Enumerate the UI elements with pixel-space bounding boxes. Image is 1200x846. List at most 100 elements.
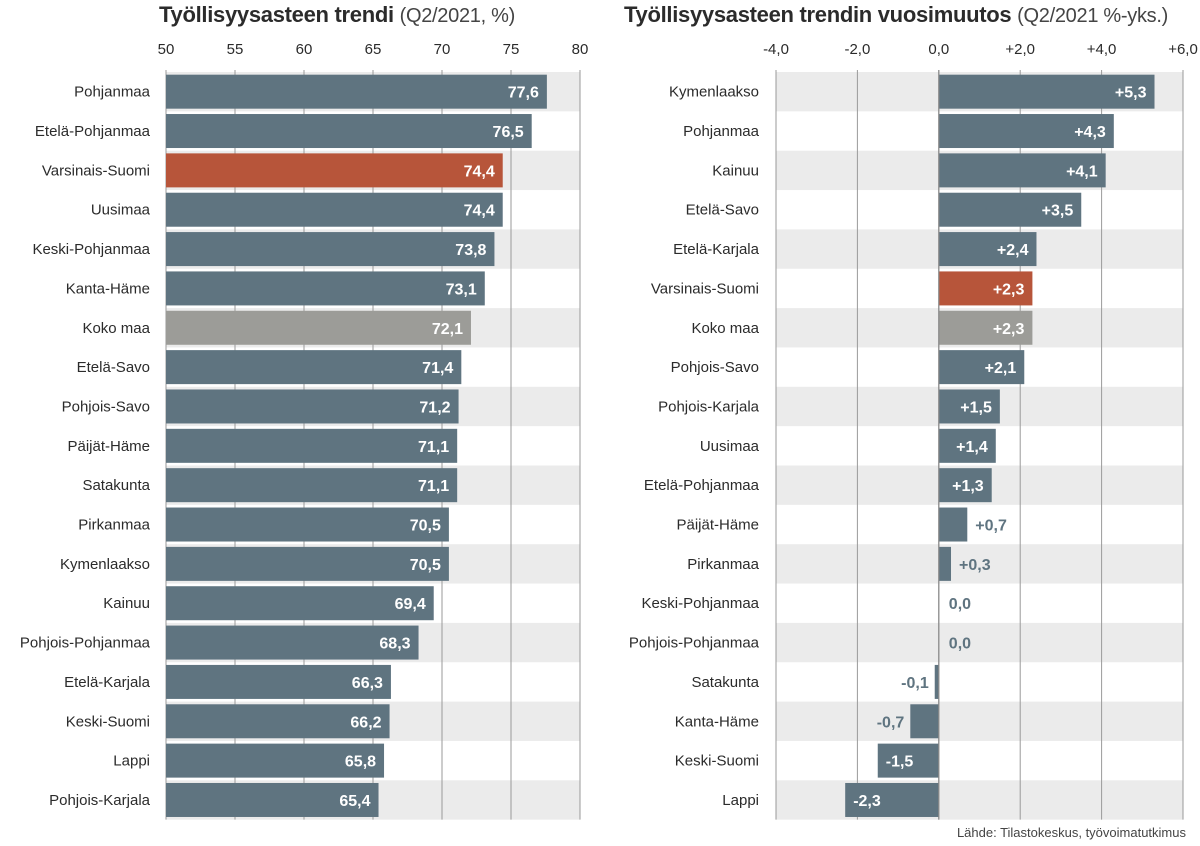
bar-kanta-h-me — [166, 271, 485, 306]
x-tick-label: +2,0 — [1005, 41, 1035, 58]
bar-keski-pohjanmaa — [166, 232, 495, 267]
bar-kymenlaakso — [938, 74, 1155, 109]
x-tick-label: 65 — [365, 41, 382, 58]
category-label: Koko maa — [691, 320, 759, 337]
bar-kanta-h-me — [910, 704, 939, 739]
value-label: +0,7 — [975, 518, 1007, 535]
bar-satakunta — [166, 468, 458, 503]
bar-pohjanmaa — [166, 74, 547, 109]
x-tick-label: 55 — [227, 41, 244, 58]
bar-uusimaa — [938, 428, 996, 463]
value-label: +2,1 — [985, 360, 1017, 377]
category-label: Etelä-Pohjanmaa — [644, 477, 760, 494]
chart-2-subtitle: (Q2/2021 %-yks.) — [1017, 5, 1168, 27]
value-label: +4,1 — [1066, 163, 1098, 180]
category-label: Etelä-Savo — [77, 359, 150, 376]
bar-pohjanmaa — [938, 114, 1114, 149]
category-label: Keski-Pohjanmaa — [641, 595, 759, 612]
x-tick-label: -2,0 — [844, 41, 870, 58]
bar-koko-maa — [166, 310, 471, 345]
value-label: 73,1 — [446, 281, 477, 298]
value-label: 0,0 — [949, 636, 971, 653]
value-label: 65,4 — [339, 793, 370, 810]
value-label: 66,2 — [350, 714, 381, 731]
category-label: Keski-Suomi — [675, 753, 759, 770]
value-label: 66,3 — [352, 675, 383, 692]
bar-p-ij-t-h-me — [166, 428, 458, 463]
category-label: Kainuu — [712, 162, 759, 179]
bar-pohjois-karjala — [166, 782, 379, 817]
bar-satakunta — [934, 664, 939, 699]
bar-pohjois-pohjanmaa — [166, 625, 419, 660]
value-label: 76,5 — [493, 124, 524, 141]
bar-pohjois-karjala — [938, 389, 1000, 424]
category-label: Pirkanmaa — [687, 556, 759, 573]
x-tick-label: 50 — [158, 41, 175, 58]
category-label: Varsinais-Suomi — [651, 280, 759, 297]
value-label: +5,3 — [1115, 85, 1147, 102]
category-label: Kanta-Häme — [675, 713, 759, 730]
category-label: Satakunta — [82, 477, 150, 494]
bar-varsinais-suomi — [166, 153, 503, 188]
bar-koko-maa — [938, 310, 1033, 345]
category-label: Pirkanmaa — [78, 517, 150, 534]
value-label: 68,3 — [379, 636, 410, 653]
category-label: Pohjois-Pohjanmaa — [629, 635, 760, 652]
category-label: Koko maa — [82, 320, 150, 337]
value-label: +3,5 — [1042, 203, 1074, 220]
value-label: +1,5 — [960, 399, 992, 416]
value-label: 71,1 — [418, 478, 449, 495]
bar-etel-savo — [166, 350, 462, 385]
bar-pohjois-savo — [938, 350, 1025, 385]
category-label: Päijät-Häme — [67, 438, 150, 455]
bar-etel-pohjanmaa — [166, 114, 532, 149]
category-label: Pohjois-Savo — [671, 359, 759, 376]
value-label: 71,4 — [422, 360, 453, 377]
bar-pirkanmaa — [938, 546, 952, 581]
category-label: Uusimaa — [700, 438, 760, 455]
chart-1-title: Työllisyysasteen trendi (Q2/2021, %) — [159, 2, 515, 28]
bar-keski-suomi — [877, 743, 939, 778]
chart-2-title-main: Työllisyysasteen trendin vuosimuutos — [624, 2, 1012, 27]
row-band — [776, 780, 1183, 820]
value-label: 72,1 — [432, 321, 463, 338]
chart-1-subtitle: (Q2/2021, %) — [399, 5, 516, 27]
category-label: Pohjois-Karjala — [49, 792, 151, 809]
bar-varsinais-suomi — [938, 271, 1033, 306]
category-label: Kainuu — [103, 595, 150, 612]
value-label: -1,5 — [886, 754, 914, 771]
chart-1-title-main: Työllisyysasteen trendi — [159, 2, 394, 27]
x-tick-label: +6,0 — [1168, 41, 1198, 58]
chart-2: -4,0 -2,0 0,0 +2,0 +4,0 +6,0 Kymenlaakso +5,3 Po… — [629, 41, 1198, 820]
x-tick-label: +4,0 — [1087, 41, 1117, 58]
category-label: Pohjanmaa — [74, 84, 151, 101]
x-tick-label: -4,0 — [763, 41, 789, 58]
category-label: Pohjois-Savo — [62, 398, 150, 415]
chart-2-title: Työllisyysasteen trendin vuosimuutos (Q2… — [624, 2, 1168, 28]
value-label: 74,4 — [464, 203, 495, 220]
bar-kymenlaakso — [166, 546, 449, 581]
category-label: Keski-Pohjanmaa — [32, 241, 150, 258]
category-label: Etelä-Savo — [686, 202, 759, 219]
value-label: 77,6 — [508, 85, 539, 102]
value-label: -0,7 — [877, 714, 905, 731]
value-label: +2,3 — [993, 321, 1025, 338]
bar-etel-karjala — [166, 664, 391, 699]
chart-1: 50 55 60 65 70 75 80 Pohjanmaa 77,6 Etelä-Pohjanm… — [20, 41, 588, 820]
row-band — [776, 701, 1183, 741]
category-label: Kymenlaakso — [60, 556, 150, 573]
value-label: 70,5 — [410, 518, 441, 535]
value-label: 73,8 — [455, 242, 486, 259]
category-label: Kymenlaakso — [669, 84, 759, 101]
value-label: -0,1 — [901, 675, 929, 692]
value-label: 70,5 — [410, 557, 441, 574]
value-label: 0,0 — [949, 596, 971, 613]
category-label: Pohjois-Karjala — [658, 398, 760, 415]
bar-etel-savo — [938, 192, 1082, 227]
category-label: Etelä-Pohjanmaa — [35, 123, 151, 140]
value-label: +2,4 — [997, 242, 1029, 259]
category-label: Etelä-Karjala — [64, 674, 151, 691]
value-label: -2,3 — [853, 793, 881, 810]
bar-etel-pohjanmaa — [938, 468, 992, 503]
